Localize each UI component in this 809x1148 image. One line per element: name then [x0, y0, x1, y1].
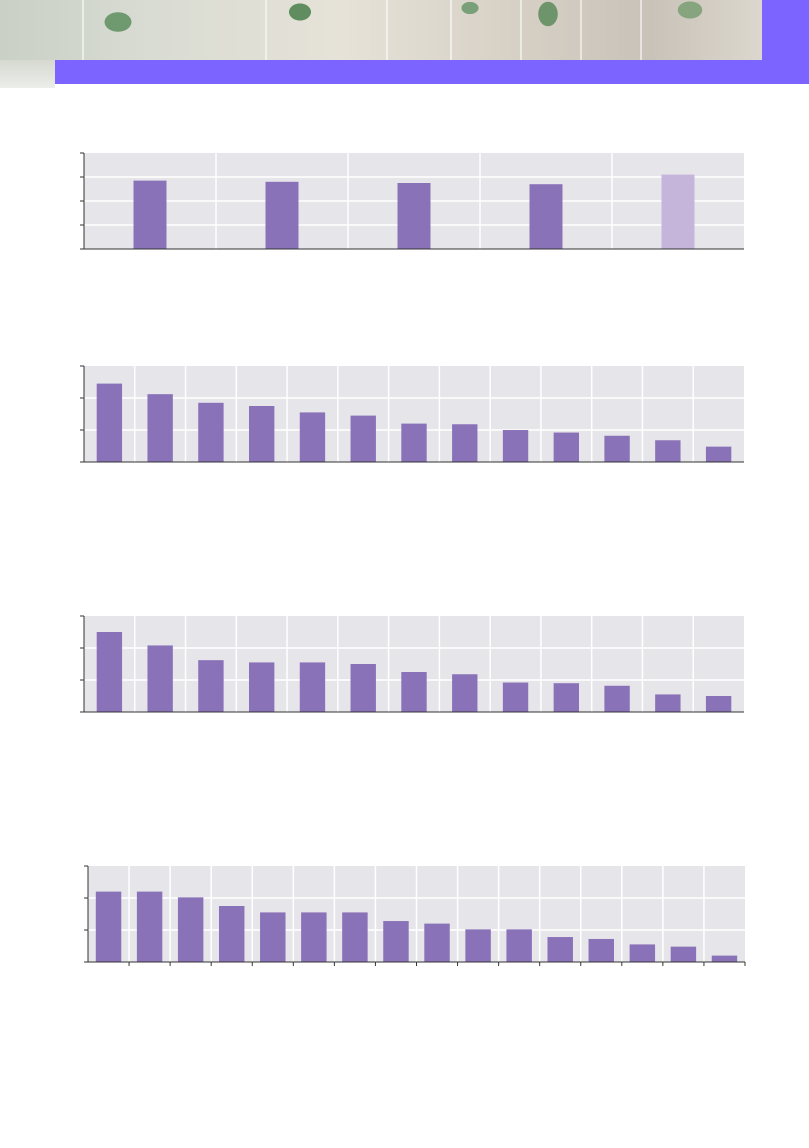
bar [604, 685, 630, 712]
bar [218, 906, 245, 962]
bar-chart-2 [80, 365, 744, 463]
bar [465, 929, 491, 962]
banner-accent-edge [762, 0, 809, 60]
bar [342, 912, 368, 962]
bar [401, 672, 427, 712]
bar [249, 662, 275, 712]
bar [260, 912, 286, 962]
bar [711, 955, 738, 962]
bar-chart-4 [84, 865, 746, 966]
bar [506, 929, 532, 962]
bar [502, 430, 529, 462]
bar [95, 891, 122, 962]
bar [265, 181, 299, 249]
bar [147, 645, 173, 712]
bar [301, 912, 327, 962]
bar [198, 660, 224, 712]
bar [553, 683, 579, 712]
bar [147, 394, 173, 462]
bar [452, 424, 478, 462]
bar [424, 923, 450, 962]
banner-accent-bar [55, 60, 809, 84]
plant-leaves-photo [0, 0, 765, 60]
bar [670, 946, 697, 962]
bar-chart-1 [80, 152, 744, 250]
header-banner [0, 0, 809, 88]
bar [705, 696, 732, 712]
bar [401, 423, 427, 462]
bar [629, 944, 656, 962]
bar [133, 180, 167, 249]
bar [299, 412, 326, 462]
bar [249, 406, 275, 462]
bar [502, 682, 529, 712]
bar [96, 383, 123, 462]
bar [604, 435, 630, 462]
bar [350, 415, 376, 462]
bar [705, 446, 732, 462]
bar [588, 938, 615, 962]
bar [96, 632, 123, 712]
bar [655, 694, 681, 712]
bar [383, 921, 409, 962]
bar [177, 897, 204, 962]
bar [529, 184, 563, 249]
bar [547, 937, 573, 962]
bar-chart-3 [80, 615, 744, 713]
bar [553, 432, 579, 462]
bar [452, 674, 478, 712]
bar [299, 662, 326, 712]
bar [661, 174, 695, 249]
bar [397, 183, 431, 249]
bar [655, 440, 681, 462]
bar [198, 402, 224, 462]
bar [136, 891, 163, 962]
banner-corner [0, 60, 55, 88]
bar [350, 664, 376, 712]
